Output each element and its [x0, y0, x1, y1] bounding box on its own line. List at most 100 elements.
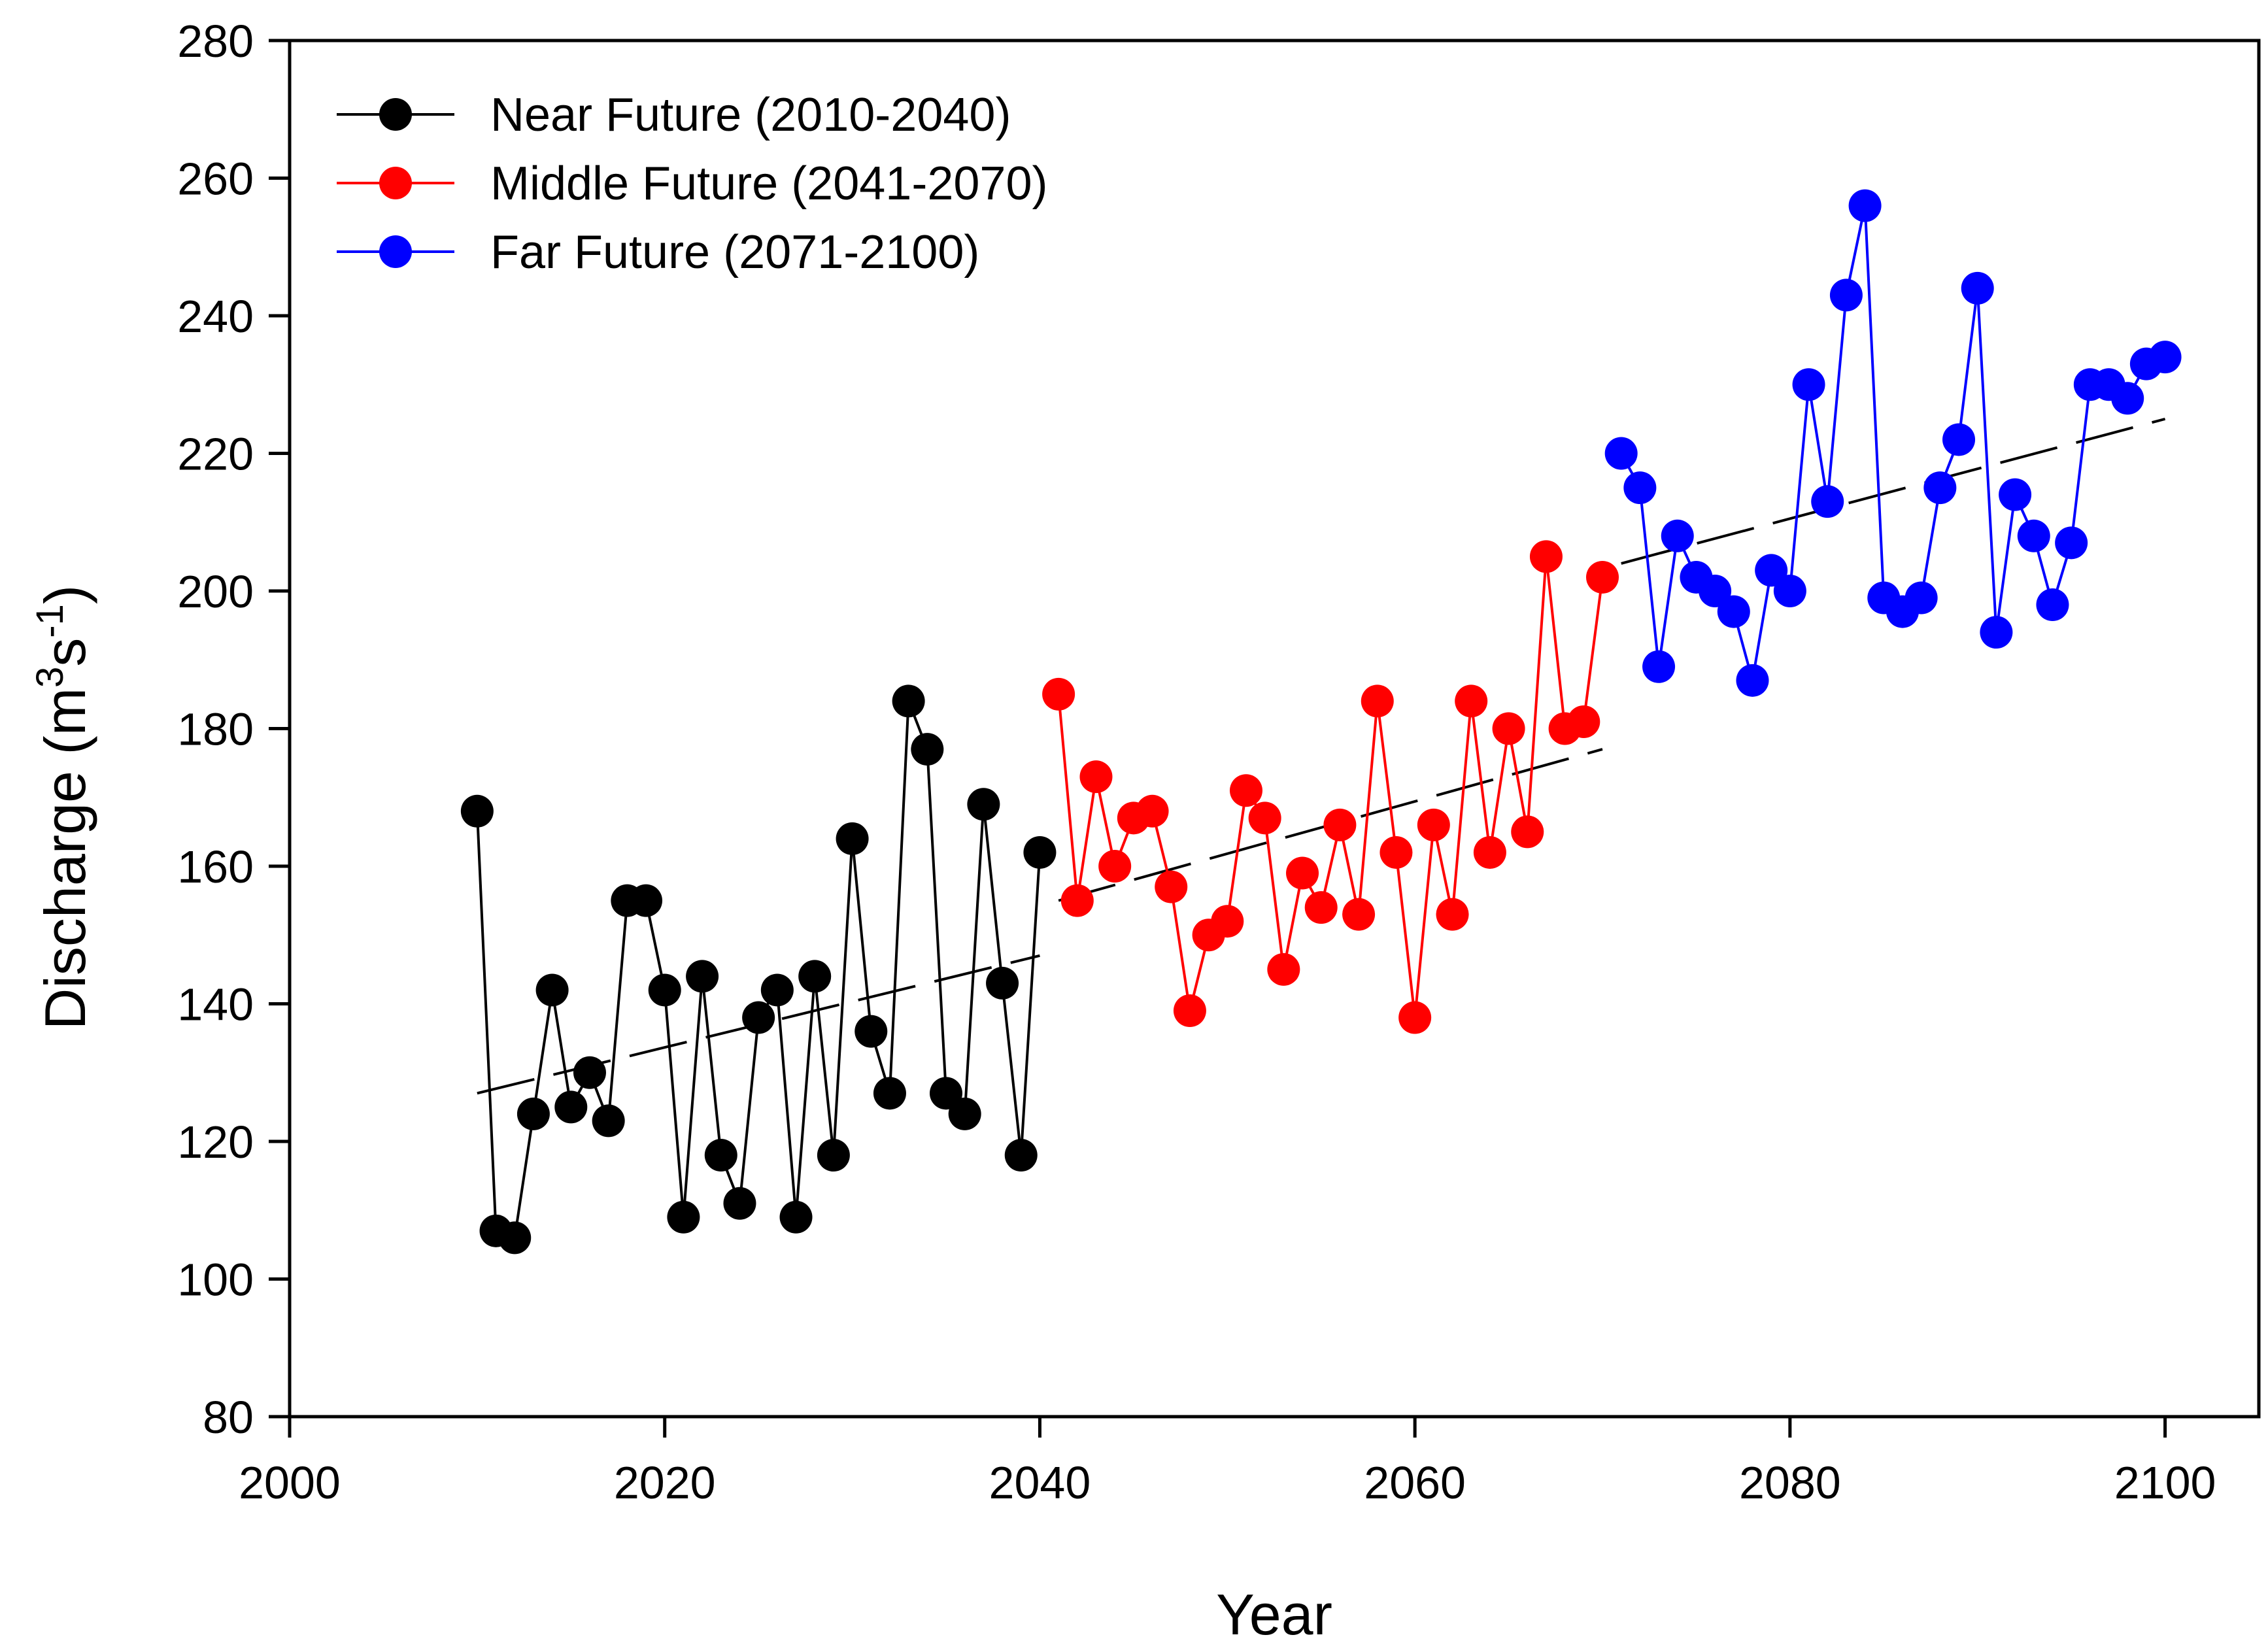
y-tick-label-80: 80: [203, 1392, 254, 1443]
data-point-2061: [1417, 808, 1450, 841]
data-point-2090: [1961, 271, 1994, 305]
data-point-2046: [1136, 794, 1169, 828]
data-point-2055: [1304, 891, 1338, 924]
data-point-2091: [1980, 616, 2013, 649]
data-point-2071: [1604, 437, 1638, 470]
data-point-2052: [1248, 801, 1281, 835]
data-point-2098: [2111, 382, 2144, 415]
data-point-2047: [1155, 870, 1188, 903]
data-series: [460, 189, 2182, 1255]
data-point-2089: [1942, 423, 1976, 456]
y-tick-label-200: 200: [177, 566, 254, 617]
data-point-2024: [723, 1187, 756, 1220]
x-axis-title: Year: [1216, 1582, 1332, 1647]
legend-label-2: Middle Future (2041-2070): [490, 158, 1047, 210]
data-point-2062: [1436, 898, 1469, 931]
x-tick-label-2000: 2000: [239, 1457, 341, 1508]
data-point-2026: [760, 973, 794, 1007]
data-point-2022: [686, 960, 719, 993]
data-point-2057: [1342, 898, 1376, 931]
y-tick-label-280: 280: [177, 16, 254, 67]
y-axis-title-s: s: [33, 638, 97, 667]
data-point-2063: [1455, 684, 1488, 718]
data-point-2079: [1755, 554, 1788, 587]
data-point-2095: [2055, 526, 2088, 560]
data-point-2010: [460, 794, 494, 828]
data-point-2044: [1098, 850, 1132, 883]
data-point-2059: [1379, 835, 1413, 869]
data-point-2051: [1229, 774, 1262, 807]
legend-marker-1: [379, 98, 412, 131]
data-point-2015: [554, 1090, 588, 1124]
data-point-2012: [498, 1221, 532, 1255]
y-tick-label-240: 240: [177, 291, 254, 342]
data-point-2031: [855, 1015, 888, 1048]
data-point-2088: [1923, 471, 1957, 505]
data-point-2039: [1004, 1139, 1038, 1172]
data-point-2032: [873, 1077, 906, 1110]
y-tick-label-180: 180: [177, 704, 254, 755]
series-2: [1042, 540, 1619, 1034]
legend: Near Future (2010-2040) Middle Future (20…: [337, 89, 1047, 278]
data-point-2076: [1699, 575, 1732, 607]
data-point-2100: [2148, 341, 2182, 374]
y-tick-label-100: 100: [177, 1255, 254, 1306]
data-point-2084: [1848, 189, 1882, 222]
y-axis-title-sup-minus1: -1: [29, 604, 71, 638]
data-point-2041: [1042, 677, 1075, 711]
data-point-2042: [1060, 884, 1094, 917]
data-point-2050: [1211, 905, 1244, 938]
legend-item-2: Middle Future (2041-2070): [337, 158, 1047, 210]
data-point-2074: [1661, 519, 1694, 552]
legend-item-3: Far Future (2071-2100): [337, 226, 979, 278]
series-3: [1604, 189, 2182, 697]
data-point-2080: [1773, 575, 1806, 607]
data-point-2070: [1586, 560, 1619, 594]
y-tick-label-120: 120: [177, 1117, 254, 1168]
x-axis: 2000 2020 2040 2060 2080 2100: [239, 1417, 2216, 1508]
data-point-2014: [535, 973, 569, 1007]
x-tick-label-2100: 2100: [2114, 1457, 2216, 1508]
y-axis-title-base: Discharge (m: [33, 688, 97, 1030]
x-tick-label-2080: 2080: [1739, 1457, 1841, 1508]
data-point-2082: [1811, 485, 1844, 518]
data-point-2081: [1792, 368, 1825, 401]
y-axis-title: Discharge (m3s-1): [29, 585, 97, 1030]
data-point-2087: [1904, 581, 1938, 615]
legend-marker-3: [379, 235, 412, 268]
data-point-2048: [1173, 994, 1206, 1028]
data-point-2038: [986, 966, 1019, 1000]
data-point-2067: [1529, 540, 1563, 573]
data-point-2053: [1267, 952, 1300, 986]
y-tick-label-220: 220: [177, 429, 254, 480]
data-point-2029: [817, 1139, 850, 1172]
data-point-2033: [892, 684, 925, 718]
data-point-2065: [1492, 712, 1525, 745]
data-point-2025: [742, 1001, 775, 1034]
data-point-2028: [798, 960, 832, 993]
data-point-2094: [2036, 588, 2069, 622]
data-point-2021: [667, 1200, 700, 1234]
data-point-2023: [704, 1139, 737, 1172]
data-point-2035: [930, 1077, 962, 1110]
data-point-2066: [1511, 815, 1544, 849]
legend-item-1: Near Future (2010-2040): [337, 89, 1011, 141]
data-point-2083: [1829, 278, 1863, 312]
legend-marker-2: [379, 167, 412, 199]
data-point-2058: [1361, 684, 1394, 718]
data-point-2043: [1079, 760, 1113, 794]
y-tick-label-160: 160: [177, 841, 254, 892]
legend-label-1: Near Future (2010-2040): [490, 89, 1011, 141]
data-point-2073: [1642, 650, 1676, 683]
data-point-2054: [1286, 856, 1319, 890]
data-point-2064: [1473, 835, 1506, 869]
x-tick-label-2020: 2020: [614, 1457, 716, 1508]
data-point-2027: [779, 1200, 813, 1234]
data-point-2020: [648, 973, 681, 1007]
data-point-2040: [1023, 835, 1057, 869]
legend-label-3: Far Future (2071-2100): [490, 226, 979, 278]
data-point-2017: [592, 1104, 625, 1138]
series-1: [460, 684, 1057, 1255]
data-point-2030: [836, 822, 869, 855]
